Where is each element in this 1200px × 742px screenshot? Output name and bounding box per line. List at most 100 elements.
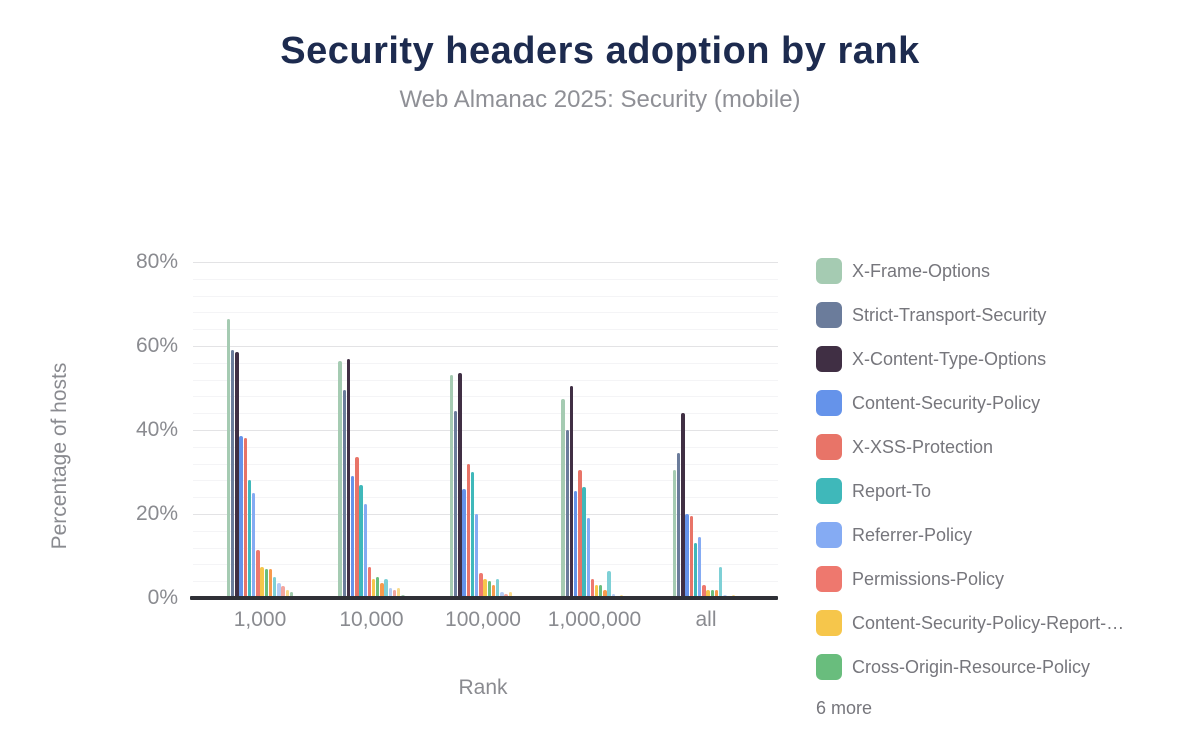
bar-Referrer-Policy-10,000[interactable] bbox=[363, 503, 367, 598]
bar-more-3-1,000,000[interactable] bbox=[611, 593, 616, 598]
bar-more-2-1,000[interactable] bbox=[272, 577, 277, 598]
legend-item-Referrer-Policy[interactable]: Referrer-Policy bbox=[816, 522, 1186, 548]
bar-Content-Security-Policy-Report-…-10,000[interactable] bbox=[371, 579, 376, 598]
bar-more-5-100,000[interactable] bbox=[508, 591, 512, 598]
bar-X-XSS-Protection-1,000,000[interactable] bbox=[578, 469, 582, 598]
bar-more-6-1,000[interactable] bbox=[289, 591, 294, 598]
bar-Permissions-Policy-10,000[interactable] bbox=[367, 566, 372, 598]
legend-swatch-icon bbox=[816, 478, 842, 504]
bar-X-Content-Type-Options-100,000[interactable] bbox=[458, 373, 462, 598]
legend-label: X-XSS-Protection bbox=[852, 436, 994, 457]
x-tick-label-10,000: 10,000 bbox=[339, 608, 404, 631]
x-tick-label-all: all bbox=[695, 608, 717, 631]
bar-more-2-1,000,000[interactable] bbox=[607, 570, 611, 598]
bar-X-XSS-Protection-100,000[interactable] bbox=[466, 463, 471, 598]
bar-Referrer-Policy-all[interactable] bbox=[698, 537, 702, 598]
x-tick-label-1,000: 1,000 bbox=[233, 608, 287, 631]
bar-Permissions-Policy-100,000[interactable] bbox=[479, 572, 483, 598]
bar-X-Content-Type-Options-1,000[interactable] bbox=[235, 352, 239, 598]
minor-gridline-76 bbox=[193, 278, 778, 280]
bar-Strict-Transport-Security-all[interactable] bbox=[677, 453, 681, 598]
y-tick-label-20%: 20% bbox=[135, 502, 178, 525]
bar-X-XSS-Protection-1,000[interactable] bbox=[243, 438, 248, 598]
bar-Permissions-Policy-1,000[interactable] bbox=[256, 549, 260, 598]
bar-Content-Security-Policy-all[interactable] bbox=[685, 514, 689, 598]
legend-swatch-icon bbox=[816, 654, 842, 680]
bar-more-4-1,000[interactable] bbox=[281, 586, 285, 598]
bar-Content-Security-Policy-Report-…-1,000[interactable] bbox=[260, 566, 264, 598]
bar-X-Frame-Options-all[interactable] bbox=[672, 469, 677, 598]
bar-more-3-100,000[interactable] bbox=[500, 591, 504, 598]
legend-item-Content-Security-Policy-Report-…[interactable]: Content-Security-Policy-Report-… bbox=[816, 610, 1186, 636]
bar-X-Content-Type-Options-1,000,000[interactable] bbox=[569, 385, 574, 598]
bar-more-3-10,000[interactable] bbox=[388, 587, 393, 598]
bar-X-Frame-Options-10,000[interactable] bbox=[338, 360, 342, 598]
legend-item-Strict-Transport-Security[interactable]: Strict-Transport-Security bbox=[816, 302, 1186, 328]
bar-Content-Security-Policy-100,000[interactable] bbox=[462, 488, 466, 598]
bar-more-2-all[interactable] bbox=[718, 566, 723, 598]
minor-gridline-44 bbox=[193, 413, 778, 415]
bar-X-Frame-Options-1,000[interactable] bbox=[226, 318, 231, 598]
bar-Cross-Origin-Resource-Policy-1,000[interactable] bbox=[264, 568, 268, 598]
legend-item-Permissions-Policy[interactable]: Permissions-Policy bbox=[816, 566, 1186, 592]
bar-Cross-Origin-Resource-Policy-10,000[interactable] bbox=[376, 577, 380, 598]
legend-item-X-Content-Type-Options[interactable]: X-Content-Type-Options bbox=[816, 346, 1186, 372]
legend-item-Cross-Origin-Resource-Policy[interactable]: Cross-Origin-Resource-Policy bbox=[816, 654, 1186, 680]
major-gridline-40 bbox=[193, 430, 778, 431]
legend-label: Report-To bbox=[852, 480, 932, 501]
bar-Cross-Origin-Resource-Policy-1,000,000[interactable] bbox=[599, 585, 603, 598]
bar-more-1-100,000[interactable] bbox=[491, 585, 496, 598]
bar-Content-Security-Policy-Report-…-100,000[interactable] bbox=[483, 579, 487, 598]
bar-Permissions-Policy-1,000,000[interactable] bbox=[590, 579, 595, 598]
bar-more-5-1,000[interactable] bbox=[285, 589, 289, 598]
bar-more-2-10,000[interactable] bbox=[384, 579, 388, 598]
bar-X-Frame-Options-1,000,000[interactable] bbox=[561, 398, 565, 598]
bar-Content-Security-Policy-Report-…-all[interactable] bbox=[706, 589, 710, 598]
bar-X-XSS-Protection-10,000[interactable] bbox=[355, 457, 359, 598]
bar-Report-To-1,000[interactable] bbox=[247, 480, 252, 598]
bar-Strict-Transport-Security-1,000,000[interactable] bbox=[565, 430, 569, 598]
legend-label: X-Content-Type-Options bbox=[852, 348, 1047, 369]
bar-X-Content-Type-Options-10,000[interactable] bbox=[346, 358, 351, 598]
bar-Report-To-100,000[interactable] bbox=[470, 472, 475, 598]
legend-item-X-XSS-Protection[interactable]: X-XSS-Protection bbox=[816, 434, 1186, 460]
bar-Strict-Transport-Security-100,000[interactable] bbox=[454, 411, 458, 598]
bar-more-1-1,000,000[interactable] bbox=[603, 589, 607, 598]
legend-item-Content-Security-Policy[interactable]: Content-Security-Policy bbox=[816, 390, 1186, 416]
bar-Strict-Transport-Security-10,000[interactable] bbox=[342, 390, 346, 598]
bar-Strict-Transport-Security-1,000[interactable] bbox=[231, 350, 235, 598]
bar-Report-To-all[interactable] bbox=[693, 543, 698, 598]
bar-Cross-Origin-Resource-Policy-all[interactable] bbox=[710, 589, 714, 598]
chart-title: Security headers adoption by rank bbox=[280, 30, 920, 72]
bar-Cross-Origin-Resource-Policy-100,000[interactable] bbox=[487, 581, 491, 598]
bar-more-4-10,000[interactable] bbox=[392, 589, 397, 598]
x-axis-title: Rank bbox=[458, 676, 508, 699]
legend-item-X-Frame-Options[interactable]: X-Frame-Options bbox=[816, 258, 1186, 284]
minor-gridline-32 bbox=[193, 463, 778, 465]
minor-gridline-8 bbox=[193, 564, 778, 566]
bar-more-1-10,000[interactable] bbox=[380, 583, 384, 598]
minor-gridline-36 bbox=[193, 446, 778, 448]
bar-Report-To-1,000,000[interactable] bbox=[582, 486, 586, 598]
bar-Content-Security-Policy-10,000[interactable] bbox=[350, 476, 355, 598]
bar-more-4-100,000[interactable] bbox=[504, 593, 508, 598]
bar-more-3-1,000[interactable] bbox=[277, 583, 281, 598]
legend-swatch-icon bbox=[816, 390, 842, 416]
bar-Content-Security-Policy-1,000,000[interactable] bbox=[573, 490, 578, 598]
bar-X-Content-Type-Options-all[interactable] bbox=[681, 413, 685, 598]
bar-more-1-1,000[interactable] bbox=[268, 568, 273, 598]
bar-more-2-100,000[interactable] bbox=[495, 579, 500, 598]
bar-more-5-10,000[interactable] bbox=[397, 587, 401, 598]
major-gridline-60 bbox=[193, 346, 778, 347]
bar-Referrer-Policy-1,000,000[interactable] bbox=[586, 518, 590, 598]
bar-X-XSS-Protection-all[interactable] bbox=[689, 516, 694, 598]
bar-X-Frame-Options-100,000[interactable] bbox=[449, 375, 454, 598]
bar-Permissions-Policy-all[interactable] bbox=[702, 585, 706, 598]
bar-Report-To-10,000[interactable] bbox=[359, 484, 363, 598]
bar-Referrer-Policy-100,000[interactable] bbox=[475, 514, 479, 598]
bar-Content-Security-Policy-1,000[interactable] bbox=[239, 436, 243, 598]
bar-Referrer-Policy-1,000[interactable] bbox=[252, 493, 256, 598]
bar-Content-Security-Policy-Report-…-1,000,000[interactable] bbox=[594, 585, 599, 598]
bar-more-1-all[interactable] bbox=[714, 589, 719, 598]
legend-item-Report-To[interactable]: Report-To bbox=[816, 478, 1186, 504]
